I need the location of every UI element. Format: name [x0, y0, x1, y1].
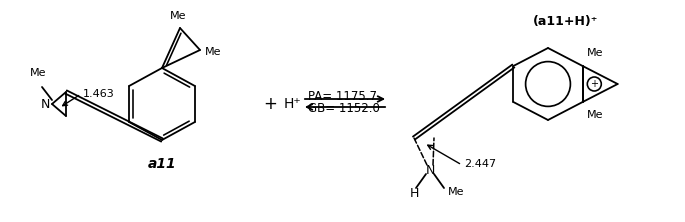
Text: +: + — [263, 95, 277, 113]
Text: (a11+H)⁺: (a11+H)⁺ — [534, 16, 599, 28]
Text: Me: Me — [29, 68, 47, 78]
Text: +: + — [590, 79, 598, 89]
Text: H: H — [410, 186, 419, 200]
Text: Me: Me — [170, 11, 186, 21]
Text: GB= 1152.0: GB= 1152.0 — [308, 101, 380, 115]
Text: 2.447: 2.447 — [464, 159, 496, 169]
Text: PA= 1175.7: PA= 1175.7 — [308, 89, 377, 103]
Text: N: N — [425, 163, 435, 176]
Text: Me: Me — [586, 48, 603, 58]
Text: Me: Me — [205, 47, 221, 57]
Text: Me: Me — [586, 110, 603, 120]
Text: N: N — [40, 97, 50, 111]
Text: Me: Me — [448, 187, 464, 197]
Text: a11: a11 — [148, 157, 176, 171]
Text: 1.463: 1.463 — [83, 89, 115, 99]
Text: H⁺: H⁺ — [283, 97, 301, 111]
